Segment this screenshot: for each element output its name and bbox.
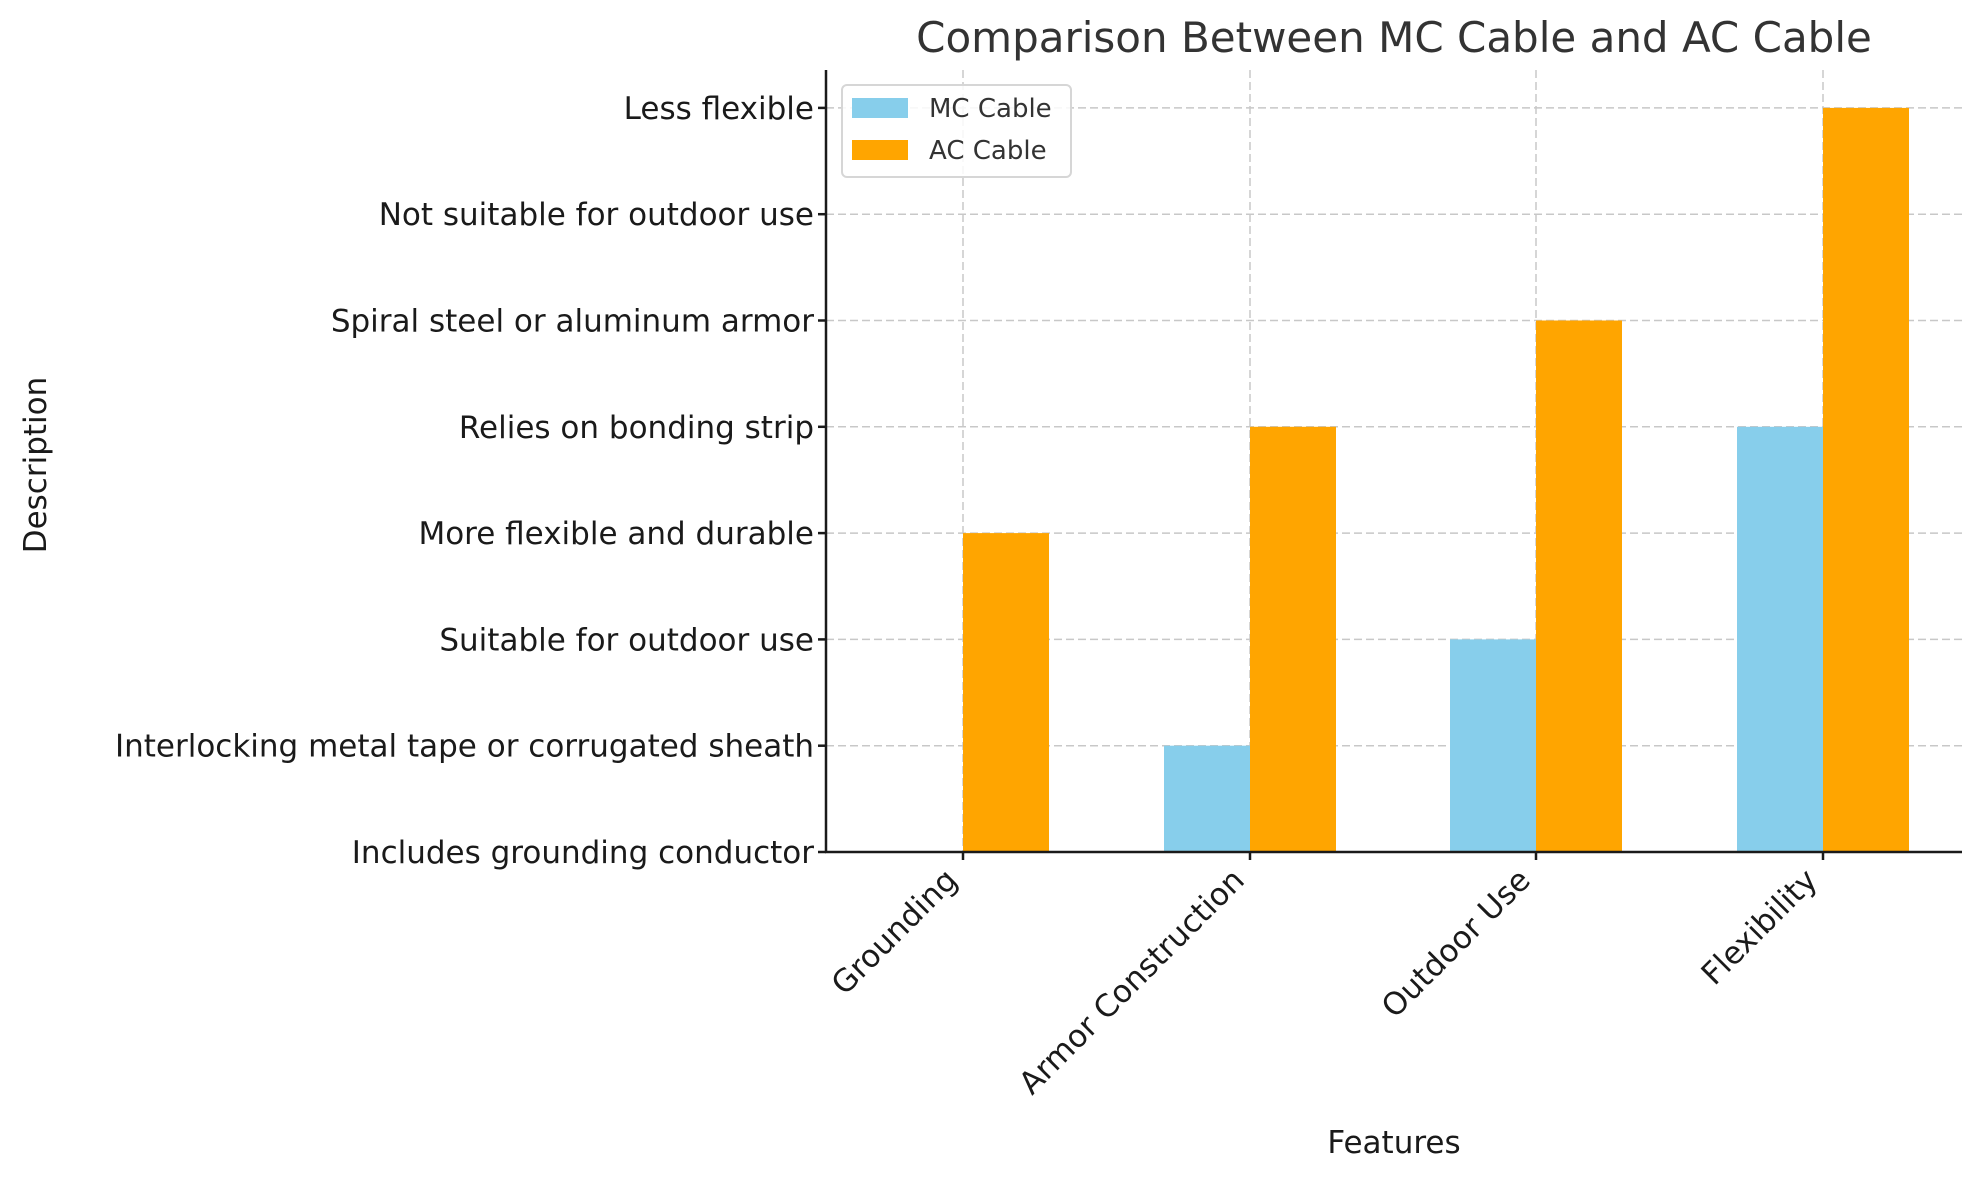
legend-swatch: [852, 98, 908, 118]
y-axis-ticks: Includes grounding conductor Interlocking…: [115, 91, 826, 871]
y-tick-label: Not suitable for outdoor use: [379, 197, 814, 233]
x-axis-ticks: Grounding Armor Construction Outdoor Use Fl…: [825, 852, 1825, 1102]
bar-mc-cable: [1450, 639, 1536, 852]
legend: MC Cable AC Cable: [841, 84, 1072, 178]
axes-spines: [824, 70, 1962, 854]
y-tick-label: Less flexible: [624, 91, 814, 127]
y-tick-label: More flexible and durable: [418, 516, 814, 552]
bar-ac-cable: [1823, 107, 1909, 852]
y-tick-label: Suitable for outdoor use: [439, 622, 814, 658]
bar-ac-cable: [963, 533, 1049, 852]
bars: [963, 107, 1909, 852]
x-tick-label: Flexibility: [1695, 862, 1825, 992]
bar-mc-cable: [1164, 745, 1250, 852]
y-tick-label: Interlocking metal tape or corrugated sh…: [115, 729, 814, 765]
bar-ac-cable: [1536, 320, 1622, 852]
y-tick-label: Spiral steel or aluminum armor: [331, 304, 814, 340]
y-tick-label: Includes grounding conductor: [352, 835, 814, 871]
bar-ac-cable: [1250, 426, 1336, 852]
bar-mc-cable: [1737, 426, 1823, 852]
x-tick-label: Grounding: [825, 862, 965, 1002]
y-axis-label: Description: [18, 377, 54, 554]
y-tick-label: Relies on bonding strip: [459, 410, 814, 446]
x-tick-label: Armor Construction: [1012, 862, 1251, 1101]
legend-label: AC Cable: [929, 136, 1047, 166]
chart-title: Comparison Between MC Cable and AC Cable: [916, 13, 1872, 62]
x-axis-label: Features: [1327, 1125, 1460, 1161]
x-tick-label: Outdoor Use: [1375, 862, 1538, 1025]
legend-label: MC Cable: [929, 94, 1052, 124]
legend-swatch: [852, 140, 908, 160]
